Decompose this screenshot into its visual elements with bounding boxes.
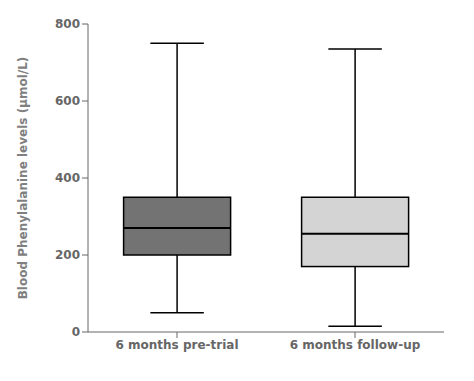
svg-text:6 months pre-trial: 6 months pre-trial [115, 338, 238, 352]
svg-text:400: 400 [55, 171, 80, 185]
svg-text:Blood Phenylalanine levels (μm: Blood Phenylalanine levels (μmol/L) [16, 57, 30, 300]
svg-text:200: 200 [55, 248, 80, 262]
svg-text:0: 0 [72, 325, 80, 339]
svg-text:600: 600 [55, 94, 80, 108]
svg-text:6 months follow-up: 6 months follow-up [290, 338, 421, 352]
svg-text:800: 800 [55, 17, 80, 31]
